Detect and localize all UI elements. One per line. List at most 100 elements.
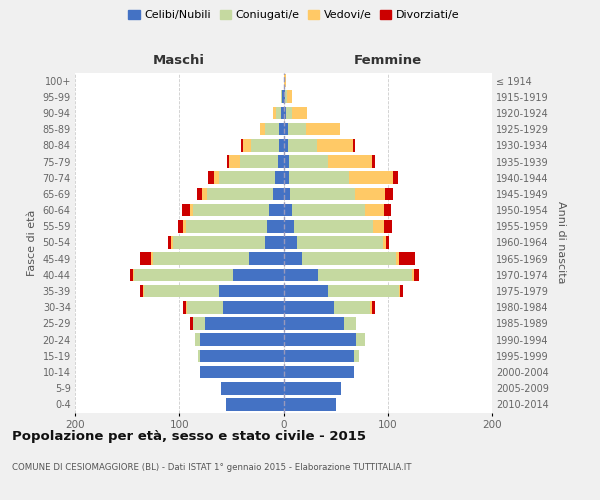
Bar xyxy=(185,301,187,314)
Bar xyxy=(251,139,280,151)
Bar xyxy=(214,172,219,184)
Bar xyxy=(226,398,284,410)
Bar xyxy=(287,123,307,136)
Bar xyxy=(302,252,396,265)
Bar xyxy=(219,285,284,298)
Bar xyxy=(284,236,297,249)
Bar xyxy=(280,139,284,151)
Bar xyxy=(273,188,284,200)
Bar xyxy=(292,106,307,120)
Bar xyxy=(284,317,344,330)
Text: Popolazione per età, sesso e stato civile - 2015: Popolazione per età, sesso e stato civil… xyxy=(12,430,366,443)
Bar xyxy=(241,139,243,151)
Bar xyxy=(168,236,171,249)
Legend: Celibi/Nubili, Coniugati/e, Vedovi/e, Divorziati/e: Celibi/Nubili, Coniugati/e, Vedovi/e, Di… xyxy=(124,6,464,25)
Bar xyxy=(187,301,223,314)
Bar xyxy=(292,204,365,216)
Text: Femmine: Femmine xyxy=(353,54,422,68)
Bar xyxy=(287,139,317,151)
Bar xyxy=(399,252,415,265)
Bar xyxy=(353,139,355,151)
Bar xyxy=(284,172,289,184)
Bar xyxy=(278,155,284,168)
Bar xyxy=(286,106,292,120)
Bar xyxy=(233,268,284,281)
Bar xyxy=(134,268,233,281)
Bar xyxy=(284,90,287,103)
Bar xyxy=(284,188,290,200)
Bar xyxy=(130,268,133,281)
Bar xyxy=(144,285,219,298)
Bar xyxy=(373,220,383,232)
Bar xyxy=(287,90,292,103)
Bar xyxy=(182,204,190,216)
Bar xyxy=(133,268,134,281)
Bar xyxy=(356,334,365,346)
Bar xyxy=(284,123,287,136)
Bar xyxy=(318,268,412,281)
Bar xyxy=(267,220,284,232)
Bar xyxy=(221,382,284,394)
Y-axis label: Fasce di età: Fasce di età xyxy=(27,210,37,276)
Bar xyxy=(265,123,280,136)
Bar xyxy=(185,220,267,232)
Bar xyxy=(184,220,185,232)
Bar xyxy=(281,90,283,103)
Bar xyxy=(190,317,193,330)
Bar xyxy=(344,317,356,330)
Bar xyxy=(223,301,284,314)
Bar xyxy=(393,172,398,184)
Bar xyxy=(412,268,414,281)
Bar xyxy=(383,220,392,232)
Bar xyxy=(243,139,251,151)
Bar xyxy=(276,106,281,120)
Bar xyxy=(284,106,286,120)
Bar xyxy=(229,155,240,168)
Bar xyxy=(280,123,284,136)
Bar xyxy=(208,188,273,200)
Bar xyxy=(349,172,393,184)
Bar xyxy=(197,188,202,200)
Bar xyxy=(284,334,356,346)
Bar xyxy=(140,285,143,298)
Bar xyxy=(328,155,372,168)
Bar xyxy=(385,188,393,200)
Bar xyxy=(184,301,185,314)
Bar xyxy=(281,106,284,120)
Bar xyxy=(284,268,318,281)
Bar xyxy=(260,123,265,136)
Y-axis label: Anni di nascita: Anni di nascita xyxy=(556,201,566,283)
Bar xyxy=(284,398,335,410)
Bar xyxy=(396,252,399,265)
Bar xyxy=(208,172,214,184)
Bar xyxy=(273,106,276,120)
Bar xyxy=(193,317,205,330)
Bar xyxy=(383,204,391,216)
Bar xyxy=(372,155,375,168)
Bar xyxy=(193,204,269,216)
Bar xyxy=(269,204,284,216)
Bar xyxy=(173,236,265,249)
Bar xyxy=(307,123,340,136)
Bar xyxy=(283,90,284,103)
Bar xyxy=(275,172,284,184)
Bar xyxy=(178,220,184,232)
Bar xyxy=(265,236,284,249)
Bar xyxy=(190,204,193,216)
Bar xyxy=(328,285,399,298)
Bar xyxy=(284,139,287,151)
Bar xyxy=(355,188,385,200)
Bar xyxy=(294,220,373,232)
Bar xyxy=(355,350,359,362)
Bar xyxy=(317,139,353,151)
Bar xyxy=(372,301,375,314)
Bar xyxy=(284,204,292,216)
Bar xyxy=(386,236,389,249)
Text: Maschi: Maschi xyxy=(153,54,205,68)
Bar xyxy=(399,285,400,298)
Bar xyxy=(284,350,355,362)
Bar xyxy=(284,252,302,265)
Bar xyxy=(400,285,403,298)
Bar xyxy=(200,334,284,346)
Bar xyxy=(171,236,173,249)
